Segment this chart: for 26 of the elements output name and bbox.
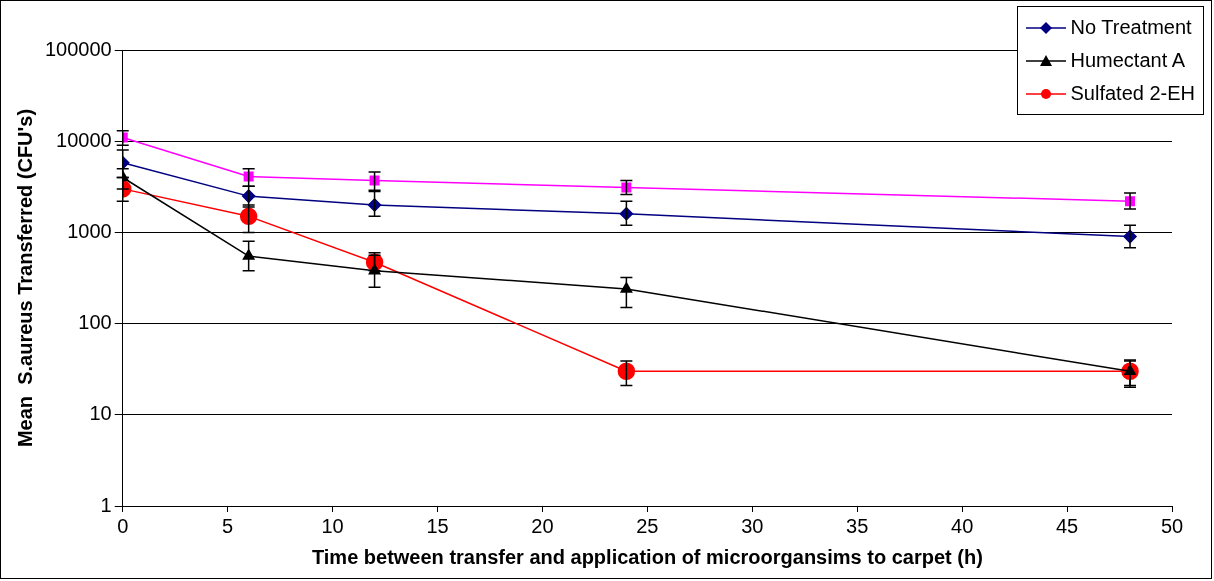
y-tick-label: 100 [78,311,112,334]
x-tick-label: 20 [531,514,554,537]
y-axis-title: Mean S.aureus Transferred (CFU's) [13,108,36,448]
x-tick-label: 40 [951,514,974,537]
y-tick-label: 100000 [44,37,112,60]
legend-label: No Treatment [1070,16,1192,39]
x-tick-label: 0 [117,514,129,537]
x-axis-title: Time between transfer and application of microorgansims to carpet (h) [311,545,983,568]
x-tick-label: 15 [426,514,449,537]
legend-label: Humectant A [1070,49,1185,72]
x-tick-label: 30 [741,514,764,537]
point [617,362,636,381]
x-tick-label: 50 [1160,514,1184,537]
x-tick-label: 45 [1055,514,1079,537]
legend-label: Sulfated 2-EH [1070,82,1195,105]
x-tick-label: 10 [321,514,344,537]
y-tick-label: 10 [89,402,112,425]
y-tick-label: 10000 [56,128,112,151]
point [620,282,633,293]
y-tick-label: 1 [100,493,112,516]
point [242,249,255,260]
point [239,207,258,226]
x-tick-label: 35 [846,514,869,537]
y-tick-label: 1000 [67,219,112,242]
x-tick-label: 25 [636,514,659,537]
x-tick-label: 5 [222,514,234,537]
